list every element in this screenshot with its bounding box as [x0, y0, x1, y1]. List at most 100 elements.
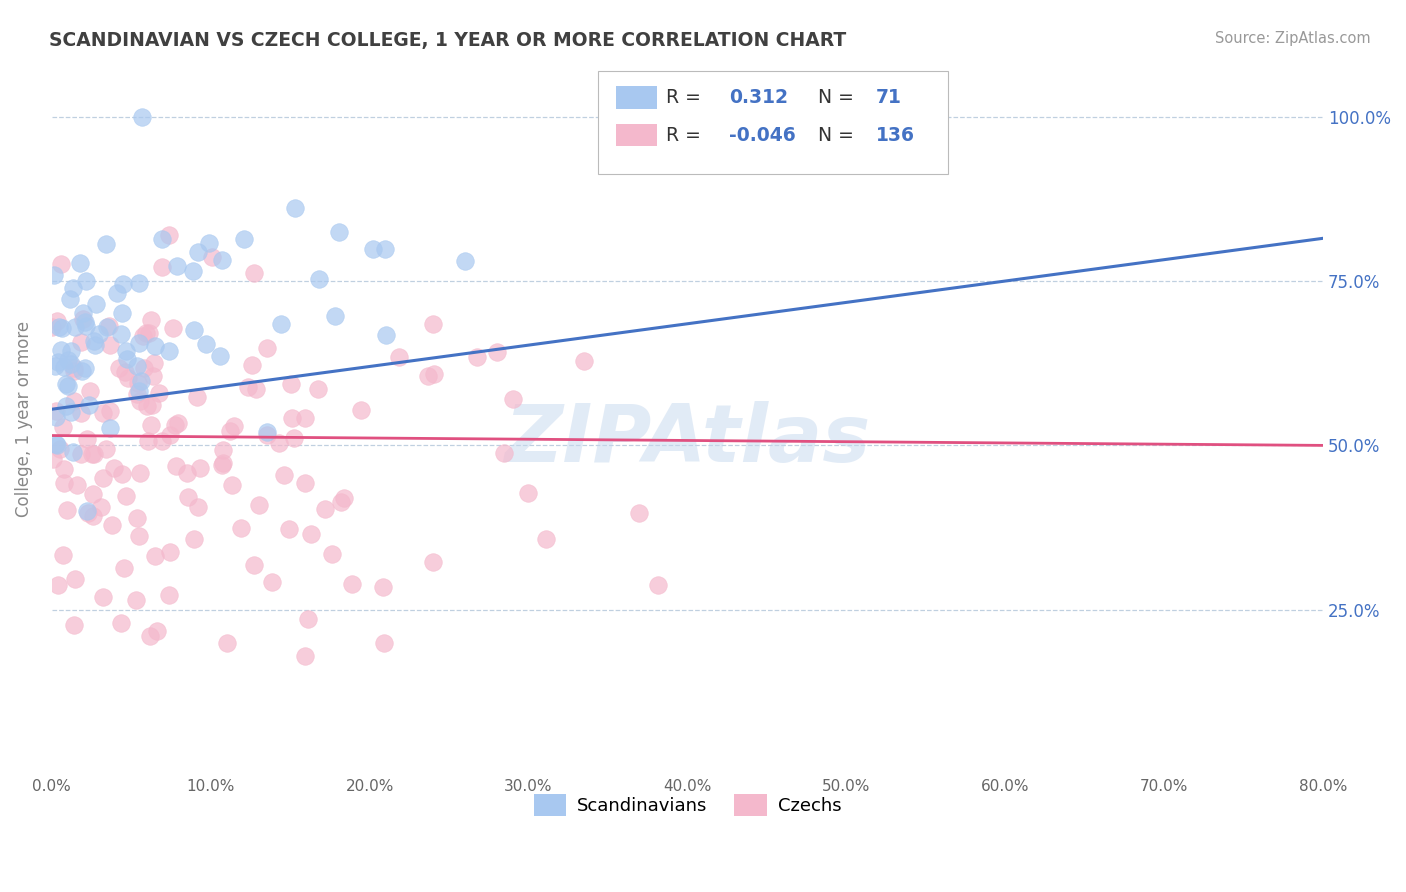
Point	[574, 354, 596, 368]
Point	[299, 527, 322, 541]
Point	[418, 369, 440, 384]
Point	[283, 431, 305, 445]
Point	[485, 345, 508, 359]
Point	[328, 225, 350, 239]
Point	[256, 428, 278, 442]
Point	[211, 456, 233, 470]
Point	[242, 558, 264, 573]
Point	[135, 326, 157, 341]
Point	[103, 460, 125, 475]
Point	[70, 335, 93, 350]
Point	[647, 578, 669, 592]
Point	[333, 491, 356, 505]
Point	[100, 338, 122, 352]
Text: 71: 71	[876, 88, 901, 107]
Point	[63, 618, 86, 632]
Point	[62, 281, 84, 295]
Point	[75, 319, 97, 334]
Point	[63, 394, 86, 409]
Point	[281, 410, 304, 425]
Point	[138, 326, 160, 340]
Point	[247, 498, 270, 512]
Point	[129, 466, 152, 480]
Point	[280, 376, 302, 391]
Point	[59, 405, 82, 419]
Point	[277, 522, 299, 536]
Point	[262, 575, 284, 590]
Point	[139, 629, 162, 643]
Point	[270, 317, 292, 331]
Point	[314, 502, 336, 516]
Point	[63, 319, 86, 334]
Point	[422, 555, 444, 569]
Point	[73, 361, 96, 376]
FancyBboxPatch shape	[616, 124, 657, 146]
Point	[208, 349, 231, 363]
Y-axis label: College, 1 year or more: College, 1 year or more	[15, 321, 32, 517]
Point	[224, 419, 246, 434]
Point	[45, 404, 67, 418]
Point	[186, 390, 208, 404]
Point	[297, 611, 319, 625]
Point	[48, 320, 70, 334]
Point	[62, 445, 84, 459]
Point	[294, 411, 316, 425]
Point	[84, 337, 107, 351]
Point	[371, 580, 394, 594]
Point	[159, 427, 181, 442]
Point	[150, 434, 173, 448]
Point	[129, 393, 152, 408]
Point	[157, 227, 180, 242]
Point	[150, 260, 173, 274]
Point	[221, 478, 243, 492]
Text: 136: 136	[876, 126, 915, 145]
Point	[517, 485, 540, 500]
Point	[46, 578, 69, 592]
Point	[242, 358, 264, 372]
Point	[79, 384, 101, 399]
Point	[183, 323, 205, 337]
Point	[219, 424, 242, 438]
Point	[131, 110, 153, 124]
Point	[139, 312, 162, 326]
Point	[86, 296, 108, 310]
Point	[52, 548, 75, 562]
Point	[112, 560, 135, 574]
Point	[232, 232, 254, 246]
Point	[77, 506, 100, 520]
Point	[91, 471, 114, 485]
Text: R =: R =	[666, 88, 700, 107]
Point	[165, 458, 187, 473]
Point	[82, 508, 104, 523]
Point	[139, 417, 162, 432]
Point	[321, 548, 343, 562]
Point	[229, 521, 252, 535]
Text: R =: R =	[666, 126, 700, 145]
Point	[91, 590, 114, 604]
Point	[127, 376, 149, 390]
Point	[97, 319, 120, 334]
Point	[125, 511, 148, 525]
Point	[41, 320, 63, 334]
Point	[58, 292, 80, 306]
Point	[134, 361, 156, 376]
Text: N =: N =	[818, 88, 855, 107]
Point	[143, 356, 166, 370]
Point	[146, 624, 169, 638]
Point	[98, 421, 121, 435]
Point	[52, 419, 75, 434]
Point	[176, 490, 198, 504]
Point	[422, 367, 444, 381]
Point	[211, 443, 233, 458]
Point	[536, 533, 558, 547]
Point	[45, 437, 67, 451]
Point	[201, 250, 224, 264]
Point	[73, 315, 96, 329]
Point	[63, 572, 86, 586]
Point	[245, 383, 267, 397]
Point	[256, 425, 278, 439]
Point	[181, 264, 204, 278]
Point	[87, 326, 110, 341]
Point	[111, 277, 134, 292]
Point	[70, 364, 93, 378]
